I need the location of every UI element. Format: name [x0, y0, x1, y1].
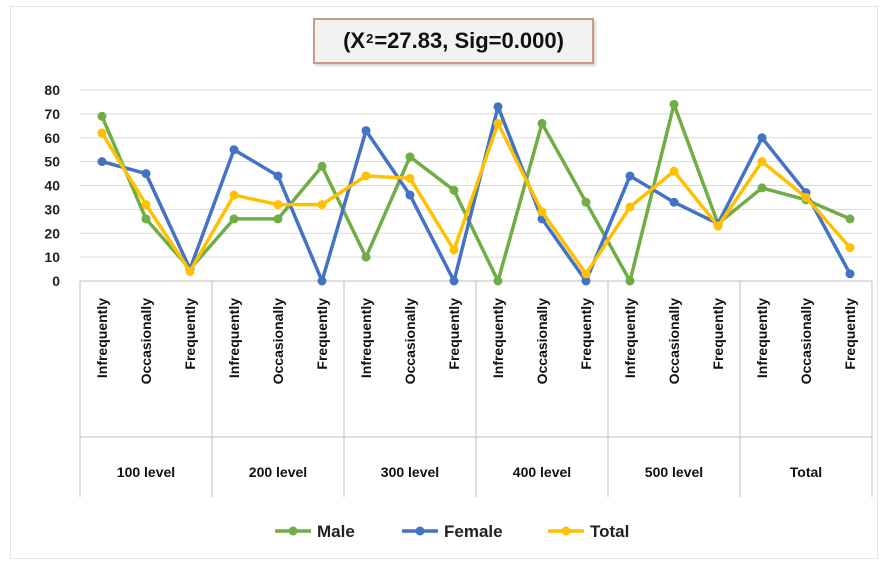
- data-point-female: [757, 133, 767, 143]
- data-point-total: [757, 157, 767, 167]
- category-label: Infrequently: [358, 298, 374, 378]
- data-point-female: [449, 276, 459, 286]
- group-label: 200 level: [249, 464, 307, 480]
- category-label: Occasionally: [534, 298, 550, 385]
- data-point-total: [405, 173, 415, 183]
- data-point-female: [361, 126, 371, 136]
- series-line-total: [100, 121, 852, 276]
- legend-marker: [561, 526, 571, 536]
- category-label: Frequently: [578, 298, 594, 370]
- legend-marker: [288, 526, 298, 536]
- data-point-male: [449, 185, 459, 195]
- data-point-total: [713, 221, 723, 231]
- legend-label: Total: [590, 522, 629, 541]
- y-tick-label: 20: [44, 225, 60, 241]
- data-point-female: [405, 190, 415, 200]
- data-point-female: [273, 171, 283, 181]
- data-point-male: [97, 111, 107, 121]
- data-point-female: [669, 197, 679, 207]
- chart-frame: [10, 6, 878, 559]
- data-point-male: [581, 197, 591, 207]
- data-point-total: [581, 269, 591, 279]
- data-point-male: [845, 214, 855, 224]
- group-label: Total: [790, 464, 822, 480]
- data-point-total: [625, 202, 635, 212]
- category-label: Infrequently: [94, 298, 110, 378]
- data-point-total: [317, 200, 327, 210]
- data-point-total: [845, 243, 855, 253]
- category-label: Occasionally: [666, 298, 682, 385]
- data-point-total: [537, 207, 547, 217]
- y-tick-label: 40: [44, 178, 60, 194]
- data-point-male: [361, 252, 371, 262]
- data-point-female: [581, 276, 591, 286]
- category-label: Infrequently: [490, 298, 506, 378]
- category-label: Occasionally: [270, 298, 286, 385]
- data-point-female: [229, 145, 239, 155]
- data-point-male: [317, 161, 327, 171]
- series-line-female: [100, 104, 852, 283]
- data-point-male: [141, 214, 151, 224]
- title-prefix: (X: [343, 28, 366, 53]
- data-point-female: [493, 102, 503, 112]
- data-point-total: [229, 190, 239, 200]
- category-label: Occasionally: [402, 298, 418, 385]
- legend-label: Female: [444, 522, 503, 541]
- y-tick-label: 30: [44, 201, 60, 217]
- y-tick-label: 0: [52, 273, 60, 289]
- group-label: 300 level: [381, 464, 439, 480]
- data-point-male: [625, 276, 635, 286]
- y-tick-label: 70: [44, 106, 60, 122]
- category-label: Occasionally: [138, 298, 154, 385]
- data-point-male: [273, 214, 283, 224]
- data-point-male: [537, 118, 547, 128]
- title-superscript: 2: [366, 30, 374, 46]
- y-tick-label: 60: [44, 130, 60, 146]
- group-label: 100 level: [117, 464, 175, 480]
- data-point-total: [801, 192, 811, 202]
- data-point-female: [97, 157, 107, 167]
- data-point-total: [97, 128, 107, 138]
- data-point-male: [229, 214, 239, 224]
- data-point-female: [845, 269, 855, 279]
- group-label: 400 level: [513, 464, 571, 480]
- category-label: Frequently: [710, 298, 726, 370]
- category-label: Infrequently: [622, 298, 638, 378]
- data-point-total: [361, 171, 371, 181]
- data-point-total: [141, 200, 151, 210]
- data-point-male: [405, 152, 415, 162]
- data-point-female: [317, 276, 327, 286]
- category-label: Frequently: [842, 298, 858, 370]
- data-point-male: [493, 276, 503, 286]
- data-point-total: [449, 245, 459, 255]
- data-point-female: [625, 171, 635, 181]
- legend-label: Male: [317, 522, 355, 541]
- chart-title: (X 2 =27.83, Sig=0.000): [313, 18, 594, 64]
- group-label: 500 level: [645, 464, 703, 480]
- data-point-total: [669, 166, 679, 176]
- category-label: Frequently: [314, 298, 330, 370]
- data-point-female: [141, 169, 151, 179]
- data-point-total: [493, 118, 503, 128]
- y-tick-label: 50: [44, 154, 60, 170]
- data-point-male: [669, 99, 679, 109]
- y-tick-label: 10: [44, 249, 60, 265]
- category-label: Infrequently: [226, 298, 242, 378]
- category-label: Occasionally: [798, 298, 814, 385]
- title-suffix: =27.83, Sig=0.000): [374, 28, 564, 53]
- category-label: Infrequently: [754, 298, 770, 378]
- data-point-male: [757, 183, 767, 193]
- data-point-total: [273, 200, 283, 210]
- category-label: Frequently: [182, 298, 198, 370]
- legend-marker: [415, 526, 425, 536]
- y-tick-label: 80: [44, 82, 60, 98]
- category-label: Frequently: [446, 298, 462, 370]
- data-point-total: [185, 266, 195, 276]
